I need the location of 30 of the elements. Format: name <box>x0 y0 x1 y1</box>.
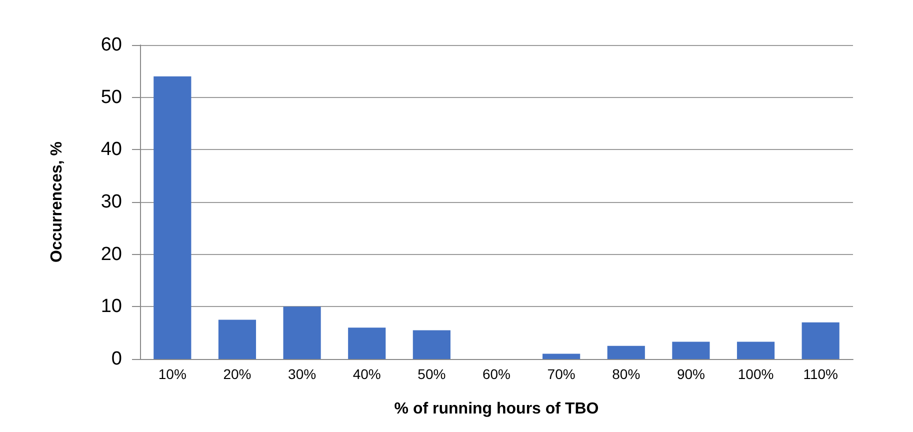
bar <box>672 342 710 359</box>
x-tick-label: 30% <box>288 366 316 382</box>
bar <box>607 346 645 359</box>
x-tick-label: 50% <box>418 366 446 382</box>
x-tick-label: 90% <box>676 366 705 382</box>
y-tick-label: 10 <box>100 296 122 318</box>
bar <box>218 320 256 359</box>
bar <box>412 330 450 359</box>
y-tick-label: 0 <box>111 348 122 370</box>
bar <box>542 354 580 359</box>
y-tick-label: 30 <box>100 192 122 212</box>
bar <box>802 322 840 359</box>
y-axis-title: Occurrences, % <box>48 142 66 262</box>
y-tick-label: 60 <box>100 34 122 56</box>
y-tick-label: 20 <box>100 244 122 265</box>
y-tick-label: 40 <box>100 139 122 160</box>
x-tick-label: 80% <box>612 366 640 382</box>
x-tick-label: 100% <box>738 366 774 382</box>
x-tick-label: 60% <box>482 366 511 382</box>
x-tick-label: 10% <box>158 366 186 382</box>
x-tick-label: 40% <box>352 366 381 382</box>
bar <box>154 76 192 359</box>
x-tick-label: 20% <box>223 366 252 382</box>
bar <box>348 328 386 359</box>
x-axis-title: % of running hours of TBO <box>394 400 599 418</box>
bar <box>283 306 321 359</box>
x-tick-label: 70% <box>547 366 576 382</box>
y-tick-label: 50 <box>100 86 122 108</box>
x-tick-label: 110% <box>803 366 838 382</box>
bar <box>736 342 775 359</box>
